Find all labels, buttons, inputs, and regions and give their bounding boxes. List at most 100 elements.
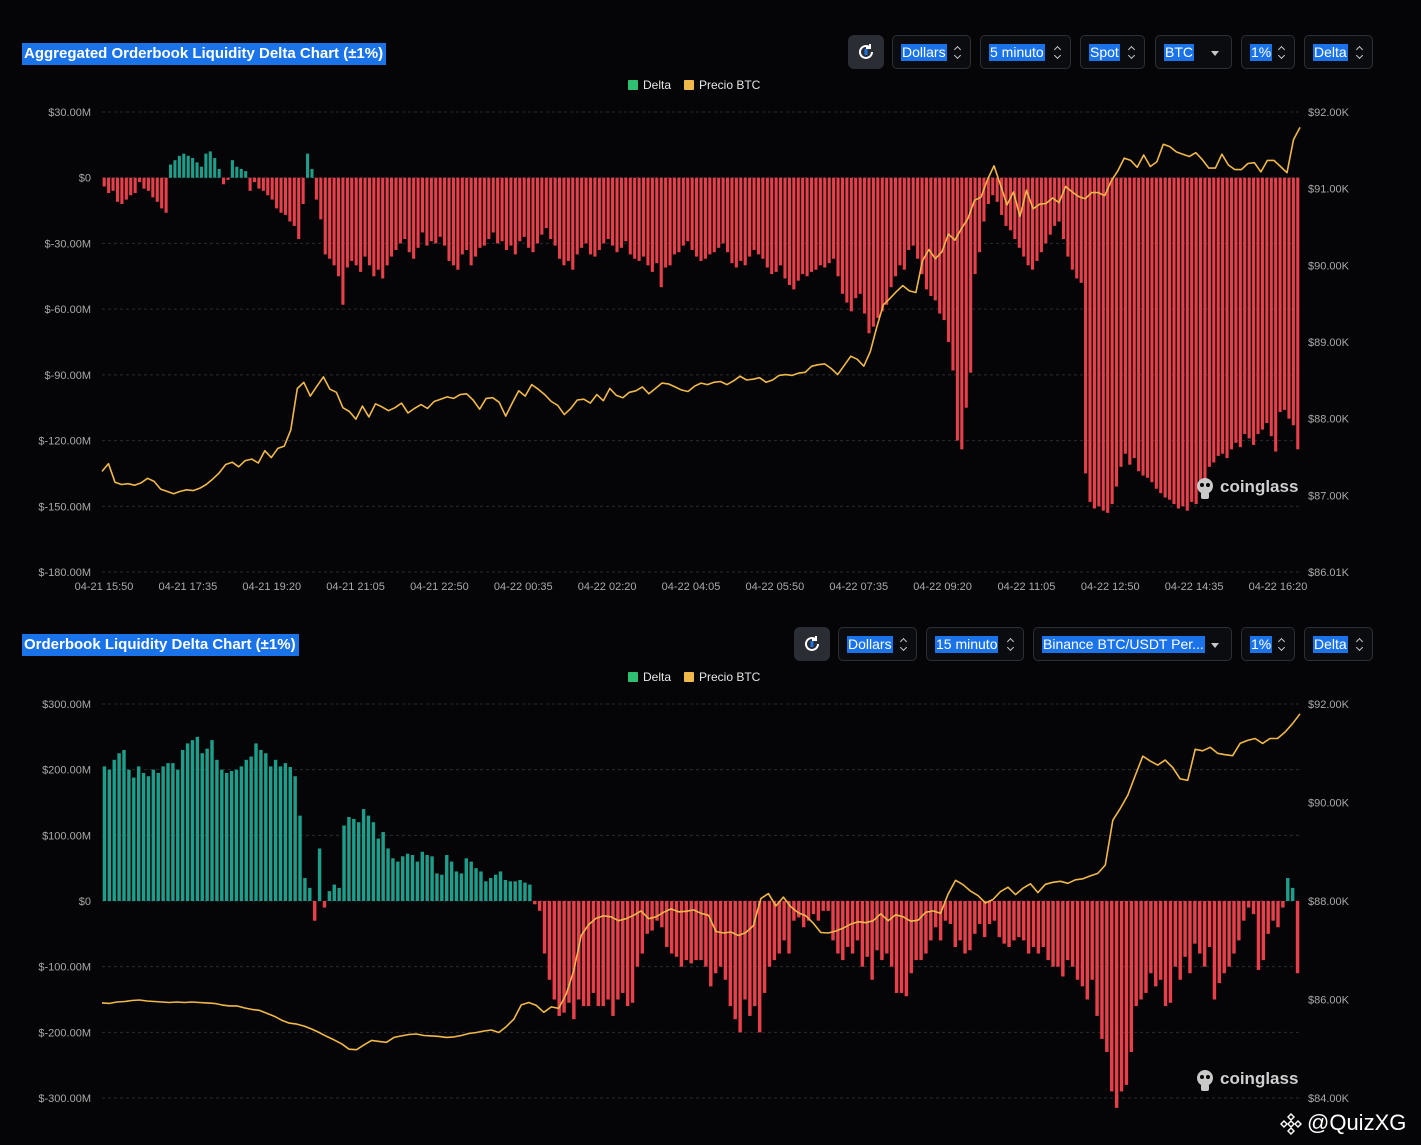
delta-bar[interactable] — [376, 838, 380, 901]
delta-bar[interactable] — [1110, 901, 1114, 1092]
delta-bar[interactable] — [889, 901, 894, 967]
delta-bar[interactable] — [1137, 177, 1141, 472]
delta-bar[interactable] — [535, 177, 539, 244]
delta-bar[interactable] — [752, 177, 756, 250]
delta-bar[interactable] — [482, 177, 486, 246]
delta-bar[interactable] — [875, 901, 879, 951]
delta-bar[interactable] — [552, 901, 557, 1000]
delta-bar[interactable] — [336, 177, 341, 277]
delta-bar[interactable] — [748, 901, 752, 1016]
delta-bar[interactable] — [347, 816, 351, 901]
delta-bar[interactable] — [832, 177, 836, 259]
delta-bar[interactable] — [845, 901, 850, 947]
delta-bar[interactable] — [484, 881, 488, 901]
delta-bar[interactable] — [496, 177, 500, 244]
delta-bar[interactable] — [876, 177, 880, 318]
delta-bar[interactable] — [611, 901, 615, 1016]
delta-bar[interactable] — [132, 777, 136, 901]
delta-bar[interactable] — [619, 177, 623, 248]
delta-bar[interactable] — [403, 177, 407, 240]
delta-bar[interactable] — [230, 160, 234, 178]
delta-bar[interactable] — [669, 901, 674, 954]
delta-bar[interactable] — [244, 759, 248, 901]
delta-bar[interactable] — [1114, 901, 1119, 1108]
delta-bar[interactable] — [191, 158, 195, 178]
delta-bar[interactable] — [562, 177, 566, 266]
delta-bar[interactable] — [650, 177, 654, 272]
delta-bar[interactable] — [350, 177, 354, 261]
delta-bar[interactable] — [668, 177, 672, 266]
delta-bar[interactable] — [929, 177, 933, 296]
delta-bar[interactable] — [1265, 177, 1269, 424]
delta-bar[interactable] — [332, 177, 336, 266]
delta-bar[interactable] — [447, 177, 451, 261]
delta-bar[interactable] — [1243, 177, 1247, 434]
delta-bar[interactable] — [717, 177, 721, 248]
delta-bar[interactable] — [522, 177, 526, 237]
delta-bar[interactable] — [725, 177, 730, 253]
delta-bar[interactable] — [440, 874, 444, 901]
delta-bar[interactable] — [124, 177, 128, 200]
delta-bar[interactable] — [205, 748, 209, 901]
delta-bar[interactable] — [924, 901, 928, 954]
delta-bar[interactable] — [1237, 901, 1241, 941]
delta-bar[interactable] — [765, 177, 769, 268]
delta-bar[interactable] — [774, 177, 778, 272]
delta-bar[interactable] — [244, 171, 248, 178]
delta-bar[interactable] — [465, 177, 469, 250]
delta-bar[interactable] — [337, 887, 341, 901]
delta-bar[interactable] — [1212, 901, 1217, 1000]
delta-bar[interactable] — [633, 177, 637, 259]
delta-bar[interactable] — [885, 177, 889, 305]
delta-bar[interactable] — [531, 177, 535, 253]
delta-bar[interactable] — [200, 753, 204, 901]
delta-bar[interactable] — [1181, 177, 1185, 507]
delta-bar[interactable] — [806, 901, 811, 921]
delta-bar[interactable] — [816, 901, 821, 921]
delta-bar[interactable] — [973, 177, 977, 275]
delta-bar[interactable] — [385, 177, 389, 266]
delta-bar[interactable] — [777, 901, 781, 954]
delta-bar[interactable] — [1002, 901, 1006, 944]
delta-bar[interactable] — [146, 776, 151, 901]
delta-bar[interactable] — [261, 177, 265, 191]
delta-bar[interactable] — [1119, 901, 1124, 1092]
delta-bar[interactable] — [469, 177, 473, 266]
delta-bar[interactable] — [562, 901, 566, 1013]
delta-bar[interactable] — [1031, 901, 1036, 947]
delta-bar[interactable] — [381, 177, 385, 279]
delta-bar[interactable] — [544, 177, 548, 229]
delta-bar[interactable] — [1286, 878, 1290, 901]
delta-bar[interactable] — [1159, 177, 1163, 494]
delta-bar[interactable] — [297, 177, 301, 240]
delta-bar[interactable] — [867, 177, 871, 334]
delta-bar[interactable] — [734, 177, 738, 268]
delta-bar[interactable] — [1163, 901, 1168, 1007]
delta-bar[interactable] — [602, 177, 606, 244]
delta-bar[interactable] — [1150, 177, 1154, 483]
delta-bar[interactable] — [345, 177, 349, 268]
delta-bar[interactable] — [1198, 177, 1203, 489]
delta-bar[interactable] — [885, 901, 889, 954]
delta-bar[interactable] — [1097, 177, 1101, 507]
delta-bar[interactable] — [1039, 177, 1043, 253]
delta-bar[interactable] — [1194, 177, 1198, 505]
delta-bar[interactable] — [328, 177, 332, 259]
delta-bar[interactable] — [363, 177, 367, 257]
price-line[interactable] — [101, 713, 1301, 1051]
delta-bar[interactable] — [1100, 901, 1104, 1039]
delta-bar[interactable] — [306, 153, 310, 178]
delta-bar[interactable] — [986, 177, 990, 204]
delta-bar[interactable] — [1188, 901, 1192, 974]
delta-bar[interactable] — [557, 901, 561, 1016]
delta-bar[interactable] — [1173, 901, 1178, 967]
delta-bar[interactable] — [164, 177, 168, 213]
delta-bar[interactable] — [1260, 177, 1264, 430]
delta-bar[interactable] — [681, 177, 685, 246]
delta-bar[interactable] — [168, 164, 173, 178]
delta-bar[interactable] — [478, 177, 482, 248]
delta-bar[interactable] — [677, 177, 681, 253]
delta-bar[interactable] — [796, 177, 800, 281]
legend-item-price[interactable]: Precio BTC — [684, 670, 760, 684]
delta-bar[interactable] — [964, 177, 968, 408]
